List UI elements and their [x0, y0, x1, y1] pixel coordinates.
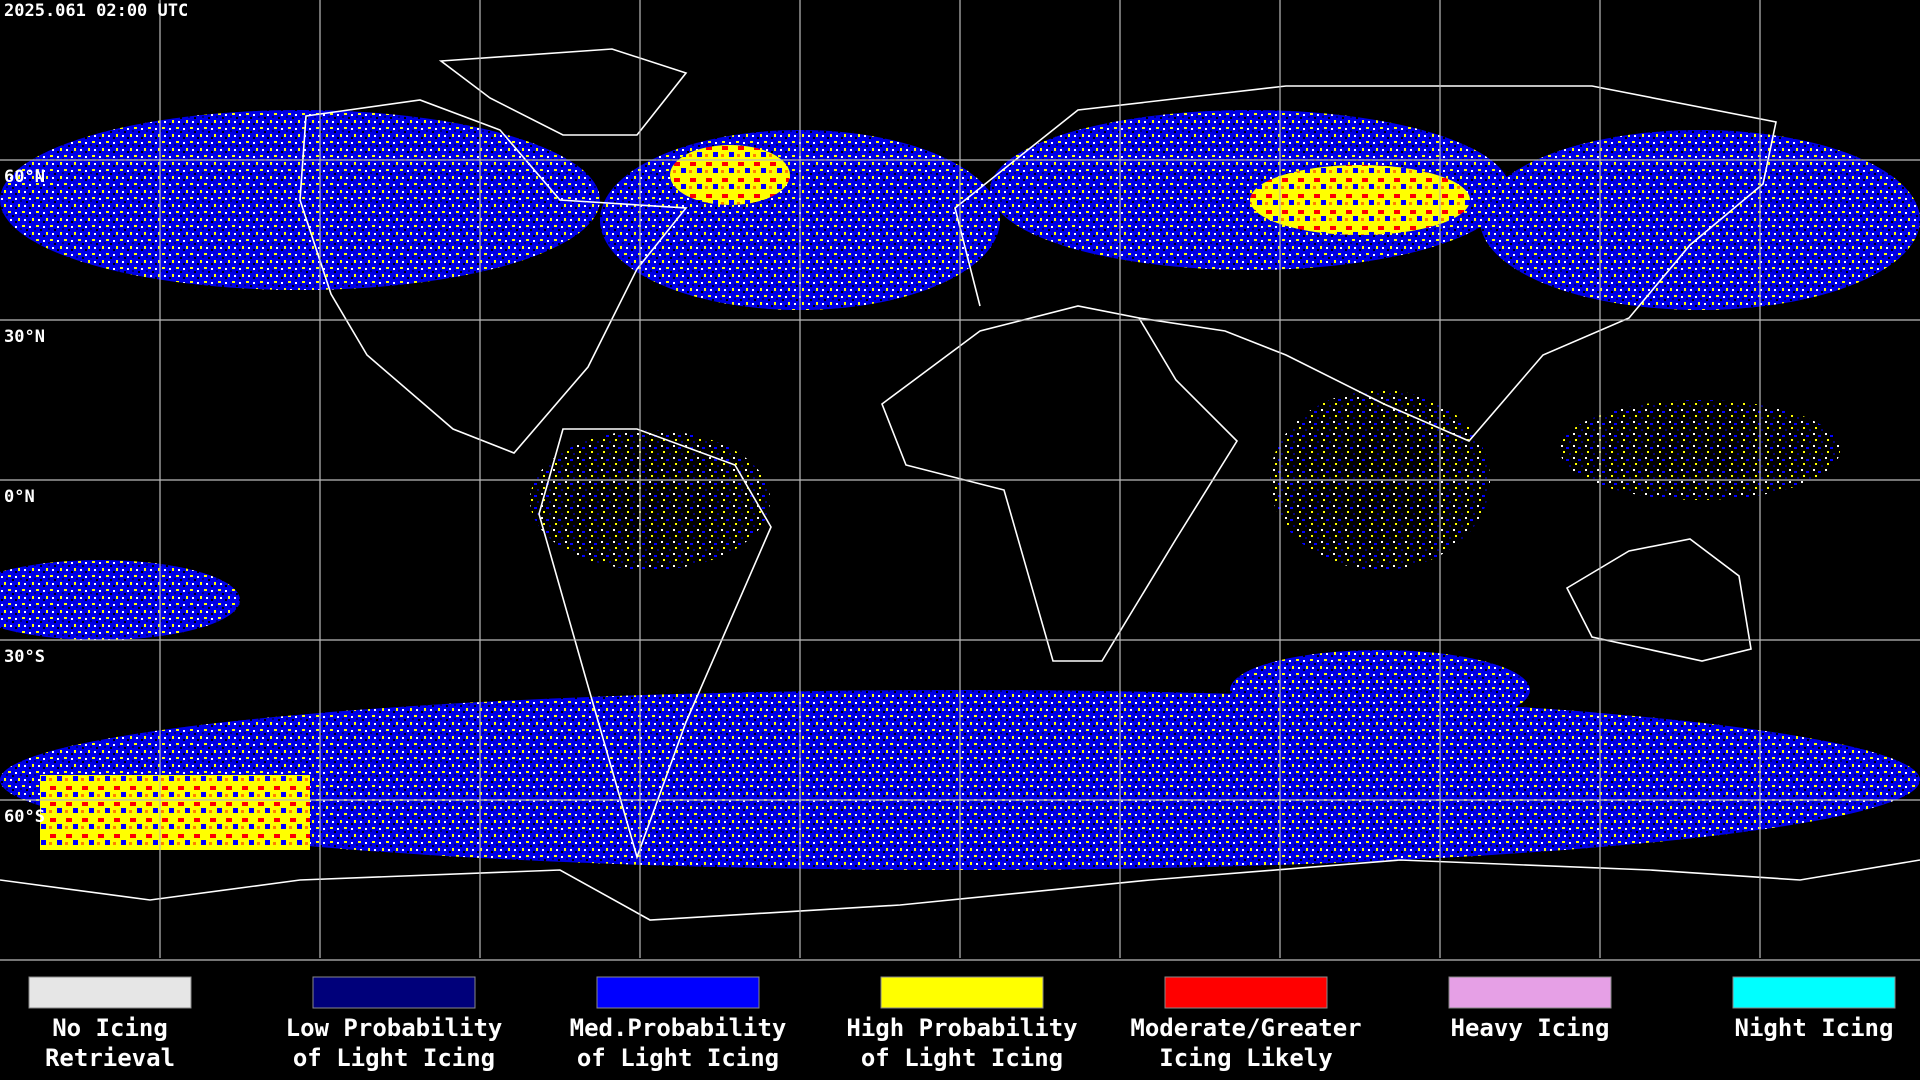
legend-label: Night Icing	[1735, 1014, 1894, 1042]
legend-label: No Icing	[52, 1014, 168, 1042]
legend-label: Low Probability	[286, 1014, 503, 1042]
latitude-label: 60°S	[4, 807, 45, 827]
latitude-label: 0°N	[4, 487, 35, 507]
coastline	[1565, 538, 1752, 662]
icing-patch	[1560, 400, 1840, 500]
legend-swatch	[1164, 976, 1328, 1009]
icing-patch	[1250, 165, 1470, 235]
latitude-label: 30°S	[4, 647, 45, 667]
coastline	[954, 85, 1777, 442]
legend-swatch	[312, 976, 476, 1009]
coastline	[538, 428, 772, 860]
legend-label: of Light Icing	[861, 1044, 1063, 1072]
coastlines	[0, 48, 1920, 921]
legend-swatch	[1732, 976, 1896, 1009]
latitude-label: 60°N	[4, 167, 45, 187]
icing-patch	[0, 560, 240, 640]
coastline	[438, 48, 688, 136]
graticule: 60°N 30°N 0°N 30°S 60°S	[0, 0, 1920, 961]
coastline	[299, 99, 688, 454]
legend-swatch	[596, 976, 760, 1009]
legend-label: Heavy Icing	[1451, 1014, 1610, 1042]
coastline	[881, 305, 1239, 662]
icing-patch	[40, 775, 310, 850]
icing-patch	[1480, 130, 1920, 310]
legend-label: Icing Likely	[1159, 1044, 1332, 1072]
legend-label: Moderate/Greater	[1130, 1014, 1361, 1042]
coastline	[0, 859, 1920, 921]
timestamp: 2025.061 02:00 UTC	[4, 1, 188, 21]
legend-label: Med.Probability	[570, 1014, 787, 1042]
icing-patch	[1230, 650, 1530, 730]
legend-swatch	[1448, 976, 1612, 1009]
legend-swatch	[880, 976, 1044, 1009]
icing-patch	[670, 145, 790, 205]
latitude-label: 30°N	[4, 327, 45, 347]
legend-label: of Light Icing	[293, 1044, 495, 1072]
legend-swatch	[28, 976, 192, 1009]
legend-label: High Probability	[846, 1014, 1077, 1042]
legend-label: Retrieval	[45, 1044, 175, 1072]
icing-patch	[530, 430, 770, 570]
legend-label: of Light Icing	[577, 1044, 779, 1072]
